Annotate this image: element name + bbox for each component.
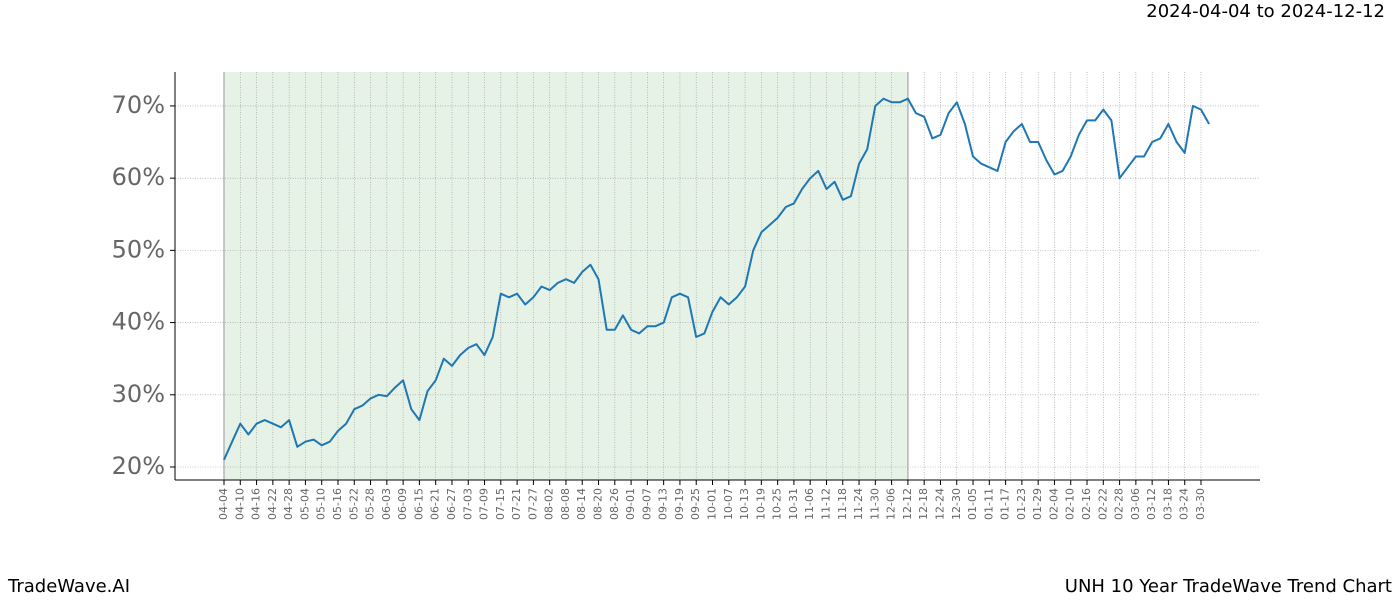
x-tick-label: 08-26 — [608, 488, 621, 520]
x-tick-label: 12-30 — [950, 488, 963, 520]
x-tick-label: 10-31 — [787, 488, 800, 520]
chart-title: UNH 10 Year TradeWave Trend Chart — [1065, 576, 1392, 597]
x-tick-label: 08-02 — [543, 488, 556, 520]
x-tick-label: 09-01 — [624, 488, 637, 520]
x-tick-label: 11-18 — [836, 488, 849, 520]
x-tick-label: 07-09 — [478, 488, 491, 520]
x-tick-label: 12-18 — [917, 488, 930, 520]
x-tick-label: 06-03 — [380, 488, 393, 520]
x-tick-label: 02-22 — [1096, 488, 1109, 520]
x-tick-label: 09-07 — [640, 488, 653, 520]
x-tick-label: 04-22 — [266, 488, 279, 520]
x-tick-label: 05-04 — [298, 488, 311, 520]
x-tick-label: 03-30 — [1194, 488, 1207, 520]
x-tick-label: 07-21 — [510, 488, 523, 520]
x-tick-label: 07-03 — [461, 488, 474, 520]
x-tick-label: 01-05 — [966, 488, 979, 520]
x-tick-label: 03-18 — [1161, 488, 1174, 520]
x-tick-label: 10-19 — [754, 488, 767, 520]
x-tick-label: 05-10 — [315, 488, 328, 520]
x-tick-label: 02-28 — [1113, 488, 1126, 520]
x-tick-label: 01-17 — [999, 488, 1012, 520]
x-tick-label: 09-19 — [673, 488, 686, 520]
x-tick-label: 04-04 — [217, 488, 230, 520]
x-tick-label: 01-11 — [982, 488, 995, 520]
x-tick-label: 06-21 — [429, 488, 442, 520]
y-tick-label: 30% — [112, 380, 165, 408]
x-tick-label: 03-24 — [1178, 488, 1191, 520]
x-tick-label: 08-14 — [575, 488, 588, 520]
x-tick-label: 12-24 — [933, 488, 946, 520]
x-tick-label: 08-20 — [592, 488, 605, 520]
x-tick-label: 02-04 — [1047, 488, 1060, 520]
x-tick-label: 04-28 — [282, 488, 295, 520]
x-tick-label: 10-01 — [706, 488, 719, 520]
y-tick-label: 40% — [112, 308, 165, 336]
x-tick-label: 05-28 — [364, 488, 377, 520]
x-tick-label: 09-25 — [689, 488, 702, 520]
y-tick-label: 20% — [112, 452, 165, 480]
highlight-band — [224, 72, 908, 480]
x-tick-label: 11-06 — [803, 488, 816, 520]
x-tick-label: 06-09 — [396, 488, 409, 520]
x-tick-label: 11-30 — [868, 488, 881, 520]
x-tick-label: 12-12 — [901, 488, 914, 520]
x-tick-label: 03-06 — [1129, 488, 1142, 520]
x-tick-label: 05-22 — [347, 488, 360, 520]
x-tick-label: 06-15 — [412, 488, 425, 520]
x-tick-label: 07-27 — [526, 488, 539, 520]
x-tick-label: 08-08 — [559, 488, 572, 520]
y-tick-label: 50% — [112, 235, 165, 263]
y-tick-label: 70% — [112, 91, 165, 119]
x-tick-label: 04-10 — [233, 488, 246, 520]
x-tick-label: 10-25 — [771, 488, 784, 520]
x-tick-label: 02-10 — [1064, 488, 1077, 520]
x-tick-label: 01-29 — [1031, 488, 1044, 520]
x-tick-label: 10-07 — [722, 488, 735, 520]
x-tick-label: 07-15 — [494, 488, 507, 520]
x-tick-label: 12-06 — [885, 488, 898, 520]
x-tick-label: 09-13 — [657, 488, 670, 520]
y-tick-label: 60% — [112, 163, 165, 191]
x-tick-label: 11-24 — [852, 488, 865, 520]
x-tick-label: 10-13 — [738, 488, 751, 520]
x-tick-label: 06-27 — [445, 488, 458, 520]
x-tick-label: 02-16 — [1080, 488, 1093, 520]
brand: TradeWave.AI — [7, 576, 130, 597]
x-tick-label: 05-16 — [331, 488, 344, 520]
x-tick-label: 01-23 — [1015, 488, 1028, 520]
chart-subtitle: 2024-04-04 to 2024-12-12 — [1146, 1, 1385, 22]
series-line — [223, 97, 1210, 461]
x-tick-label: 04-16 — [250, 488, 263, 520]
x-tick-label: 11-12 — [819, 488, 832, 520]
x-tick-label: 03-12 — [1145, 488, 1158, 520]
